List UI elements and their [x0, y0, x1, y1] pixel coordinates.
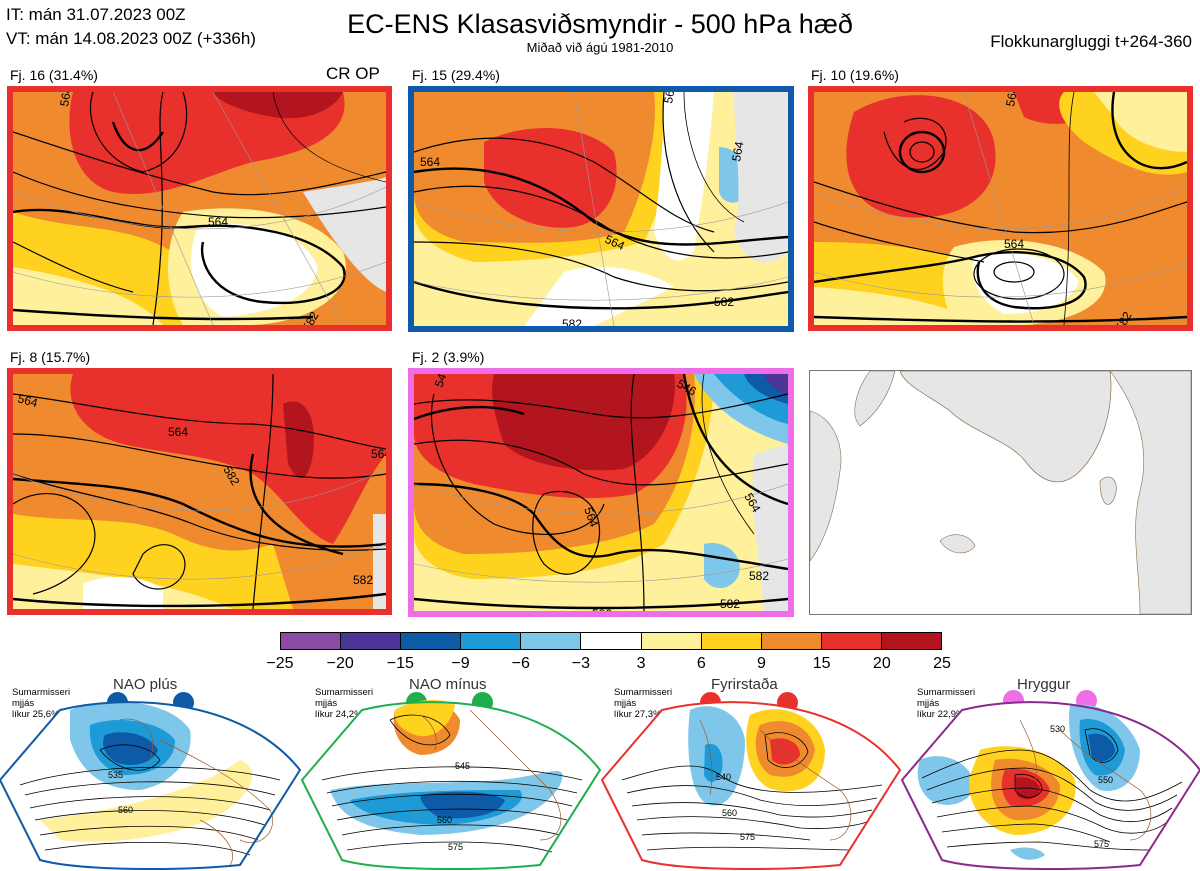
- regime-map-nao-plus: 535 560: [0, 701, 302, 870]
- contour-label: 564: [420, 155, 440, 169]
- colorbar-tick-label: 25: [933, 655, 951, 672]
- regime-probability: líkur 25,6%: [12, 709, 60, 720]
- colorbar-segment: [641, 633, 702, 649]
- page-title: EC-ENS Klasasviðsmyndir - 500 hPa hæð: [347, 9, 853, 39]
- regime-maps: 535 560 545 560 575: [0, 700, 1200, 870]
- contour-label: 564: [208, 215, 228, 229]
- colorbar-tick-label: −20: [326, 655, 354, 672]
- page-subtitle: Miðað við ágú 1981-2010: [526, 40, 674, 55]
- colorbar-segment: [701, 633, 762, 649]
- cluster-label: Fj. 15 (29.4%): [412, 67, 500, 83]
- contour-label: 550: [1098, 775, 1113, 785]
- regime-probability: líkur 22,9%: [917, 709, 965, 720]
- colorbar-segment: [581, 633, 642, 649]
- contour-label: 564: [1003, 92, 1020, 108]
- contour-label: 560: [118, 805, 133, 815]
- cluster-map-10: 564 564 582: [808, 86, 1193, 331]
- contour-label: 540: [716, 772, 731, 782]
- colorbar-segment: [761, 633, 822, 649]
- colorbar-tick-label: −15: [386, 655, 414, 672]
- cluster-map-15: 564 564 564 564 582 582: [408, 86, 794, 332]
- regime-probability: líkur 24,2%: [315, 709, 363, 720]
- colorbar-tick-label: −25: [266, 655, 294, 672]
- regime-map-nao-minus: 545 560 575: [300, 700, 602, 870]
- colorbar-tick-label: 20: [872, 655, 891, 672]
- colorbar-tick-label: 9: [757, 655, 766, 672]
- blank-reference-map: [809, 370, 1192, 615]
- contour-label: 582: [562, 317, 582, 326]
- contour-label: 582: [592, 607, 612, 611]
- colorbar: [280, 632, 942, 650]
- contour-label: 564: [1004, 237, 1024, 251]
- colorbar-segment: [281, 633, 342, 649]
- colorbar-segment: [521, 633, 582, 649]
- contour-label: 560: [722, 808, 737, 818]
- contour-label: 575: [1094, 839, 1109, 849]
- regime-map-ridge: 530 550 575: [900, 701, 1200, 870]
- regime-title: Hryggur: [1017, 676, 1071, 693]
- contour-label: 564: [371, 447, 386, 461]
- initial-time: IT: mán 31.07.2023 00Z: [6, 5, 186, 24]
- regime-season: Sumarmisseri: [917, 687, 976, 698]
- contour-label: 564: [729, 140, 746, 162]
- colorbar-segment: [881, 633, 942, 649]
- colorbar-tick-label: −9: [451, 655, 470, 672]
- regime-title: NAO plús: [113, 676, 178, 693]
- colorbar-tick-label: 3: [636, 655, 646, 672]
- classification-window: Flokkunargluggi t+264-360: [990, 32, 1192, 51]
- contour-label: 582: [749, 569, 769, 583]
- cluster-map-8: 564 564 564 582 582 582: [7, 368, 392, 615]
- cluster-label: Fj. 10 (19.6%): [811, 67, 899, 83]
- contour-label: 582: [163, 608, 183, 609]
- colorbar-tick-label: −3: [571, 655, 591, 672]
- contour-label: 535: [108, 770, 123, 780]
- colorbar-tick-label: −6: [511, 655, 530, 672]
- cluster-tag: CR OP: [326, 64, 380, 83]
- regime-title: Fyrirstaða: [711, 676, 778, 693]
- colorbar-segment: [401, 633, 462, 649]
- contour-label: 575: [448, 842, 463, 852]
- colorbar-segment: [821, 633, 882, 649]
- cluster-map-16: 564 564 582: [7, 86, 392, 331]
- regime-title: NAO mínus: [409, 676, 487, 693]
- contour-label: 564: [16, 391, 39, 410]
- regime-months: mjjás: [12, 698, 35, 709]
- regime-season: Sumarmisseri: [315, 687, 374, 698]
- regime-map-blocking: 540 560 575: [600, 701, 902, 870]
- cluster-label: Fj. 16 (31.4%): [10, 67, 98, 83]
- contour-label: 582: [714, 295, 734, 309]
- regime-months: mjjás: [917, 698, 940, 709]
- contour-label: 560: [437, 815, 452, 825]
- contour-label: 530: [1050, 724, 1065, 734]
- colorbar-tick-label: 6: [696, 655, 706, 672]
- colorbar-segment: [461, 633, 522, 649]
- contour-label: 575: [740, 832, 755, 842]
- contour-label: 564: [168, 425, 188, 439]
- cluster-map-2: 546 546 564 564 582 582 582: [408, 368, 794, 617]
- regime-season: Sumarmisseri: [614, 687, 673, 698]
- contour-label: 582: [720, 597, 740, 611]
- regime-months: mjjás: [614, 698, 637, 709]
- cluster-label: Fj. 2 (3.9%): [412, 349, 485, 365]
- valid-time: VT: mán 14.08.2023 00Z (+336h): [6, 29, 256, 48]
- regime-season: Sumarmisseri: [12, 687, 71, 698]
- contour-label: 564: [581, 505, 601, 529]
- contour-label: 582: [353, 573, 373, 587]
- regime-probability: líkur 27,3%: [614, 709, 662, 720]
- cluster-label: Fj. 8 (15.7%): [10, 349, 91, 365]
- colorbar-tick-label: 15: [812, 655, 831, 672]
- regime-months: mjjás: [315, 698, 338, 709]
- colorbar-segment: [341, 633, 402, 649]
- contour-label: 564: [57, 92, 74, 108]
- contour-label: 545: [455, 761, 470, 771]
- contour-label: 564: [661, 92, 678, 105]
